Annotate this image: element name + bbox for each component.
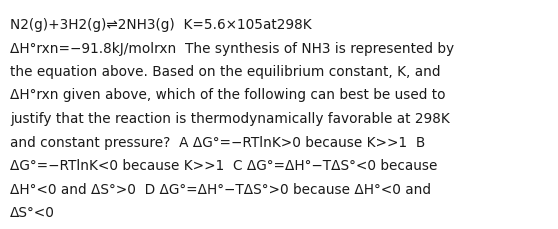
Text: ΔH°rxn given above, which of the following can best be used to: ΔH°rxn given above, which of the followi… [10, 88, 445, 102]
Text: justify that the reaction is thermodynamically favorable at 298K: justify that the reaction is thermodynam… [10, 112, 450, 125]
Text: N2(g)+3H2(g)⇌2NH3(g)  K=5.6×105at298K: N2(g)+3H2(g)⇌2NH3(g) K=5.6×105at298K [10, 18, 311, 32]
Text: ΔS°<0: ΔS°<0 [10, 205, 55, 219]
Text: ΔH°rxn=−91.8kJ/molrxn  The synthesis of NH3 is represented by: ΔH°rxn=−91.8kJ/molrxn The synthesis of N… [10, 41, 454, 55]
Text: ΔG°=−RTlnK<0 because K>>1  C ΔG°=ΔH°−TΔS°<0 because: ΔG°=−RTlnK<0 because K>>1 C ΔG°=ΔH°−TΔS°… [10, 158, 437, 172]
Text: and constant pressure?  A ΔG°=−RTlnK>0 because K>>1  B: and constant pressure? A ΔG°=−RTlnK>0 be… [10, 135, 425, 149]
Text: ΔH°<0 and ΔS°>0  D ΔG°=ΔH°−TΔS°>0 because ΔH°<0 and: ΔH°<0 and ΔS°>0 D ΔG°=ΔH°−TΔS°>0 because… [10, 182, 431, 196]
Text: the equation above. Based on the equilibrium constant, K, and: the equation above. Based on the equilib… [10, 65, 440, 79]
